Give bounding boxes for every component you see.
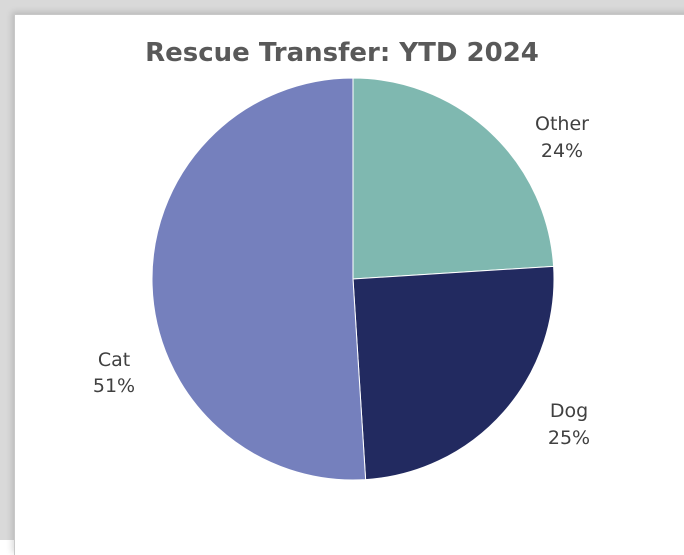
- pie-slice-dog: [352, 265, 555, 481]
- pie-slice-cat: [151, 77, 367, 481]
- chart-title: Rescue Transfer: YTD 2024: [145, 38, 539, 68]
- data-label-other-percent: 24%: [541, 140, 583, 162]
- pie-slice-other: [352, 77, 555, 280]
- pie-chart: Other 24% Dog 25% Cat 51%: [93, 77, 590, 481]
- data-label-cat-percent: 51%: [93, 375, 135, 397]
- pie-slices: [151, 77, 555, 481]
- pie-data-labels: Other 24% Dog 25% Cat 51%: [93, 113, 590, 449]
- data-label-cat-name: Cat: [98, 349, 130, 371]
- data-label-other-name: Other: [535, 113, 589, 135]
- data-label-dog-name: Dog: [550, 400, 588, 422]
- data-label-dog-percent: 25%: [548, 427, 590, 449]
